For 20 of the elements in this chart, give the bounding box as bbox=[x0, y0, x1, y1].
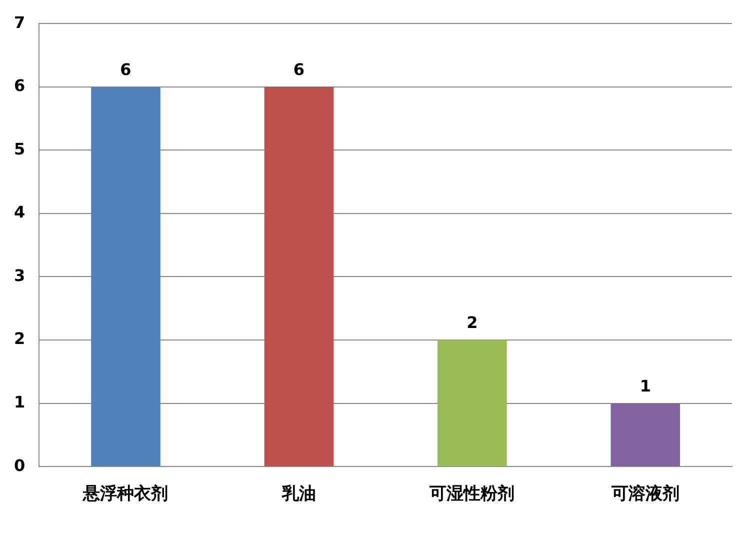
y-tick-label: 3 bbox=[14, 266, 26, 285]
data-label: 2 bbox=[466, 313, 478, 332]
data-label: 6 bbox=[293, 60, 305, 80]
bar bbox=[610, 403, 680, 466]
x-tick-label: 可湿性粉剂 bbox=[428, 484, 515, 504]
x-tick-label: 悬浮种衣剂 bbox=[82, 484, 168, 504]
y-tick-label: 1 bbox=[14, 392, 26, 412]
x-tick-label: 乳油 bbox=[280, 484, 316, 504]
y-tick-label: 0 bbox=[14, 456, 26, 475]
y-tick-label: 7 bbox=[14, 12, 26, 32]
bar bbox=[438, 340, 507, 466]
x-tick-label: 可溶液剂 bbox=[610, 484, 680, 504]
y-tick-label: 6 bbox=[14, 76, 26, 96]
data-label: 6 bbox=[120, 60, 132, 80]
bar bbox=[264, 86, 334, 466]
y-tick-label: 2 bbox=[14, 329, 26, 348]
y-tick-label: 4 bbox=[14, 202, 26, 222]
y-tick-label: 5 bbox=[14, 139, 26, 158]
data-label: 1 bbox=[640, 376, 651, 396]
bar bbox=[91, 86, 160, 466]
